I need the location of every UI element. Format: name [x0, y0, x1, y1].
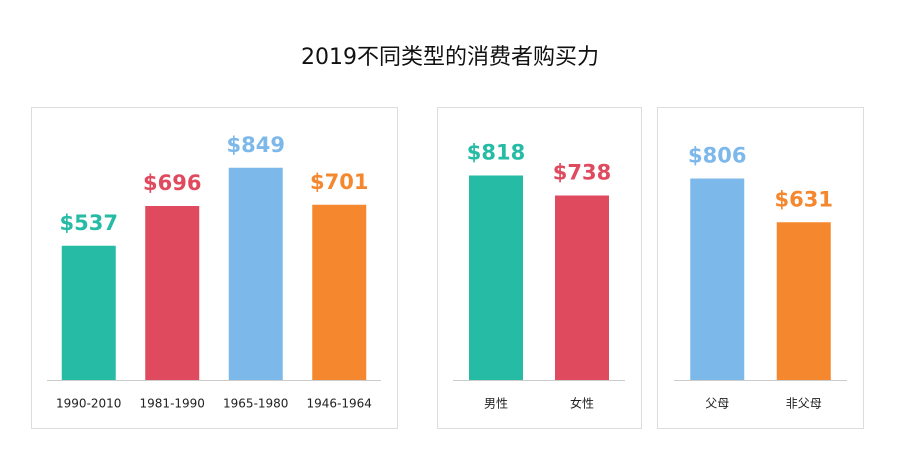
panel — [657, 107, 864, 429]
x-tick-label: 1946-1964 — [307, 397, 372, 411]
x-tick-label: 1965-1980 — [223, 397, 288, 411]
panel — [437, 107, 642, 429]
x-tick-label: 女性 — [570, 396, 594, 411]
bar — [555, 195, 609, 380]
x-tick-label: 1981-1990 — [140, 397, 205, 411]
bar — [776, 222, 831, 380]
bar — [228, 167, 283, 380]
value-label: $849 — [227, 133, 285, 157]
bar — [690, 178, 745, 380]
value-label: $696 — [143, 171, 201, 195]
panel — [31, 107, 398, 429]
value-label: $631 — [775, 187, 833, 211]
x-tick-label: 非父母 — [786, 397, 822, 411]
bar — [61, 245, 116, 380]
x-tick-label: 男性 — [484, 397, 508, 411]
bar — [145, 206, 200, 380]
bar — [312, 204, 367, 380]
x-tick-label: 父母 — [705, 397, 729, 411]
value-label: $738 — [553, 161, 611, 185]
value-label: $806 — [688, 144, 746, 168]
value-label: $537 — [60, 211, 118, 235]
bar — [469, 175, 523, 380]
value-label: $818 — [467, 141, 525, 165]
value-label: $701 — [310, 170, 368, 194]
x-tick-label: 1990-2010 — [56, 397, 121, 411]
title: 2019不同类型的消费者购买力 — [301, 45, 599, 70]
